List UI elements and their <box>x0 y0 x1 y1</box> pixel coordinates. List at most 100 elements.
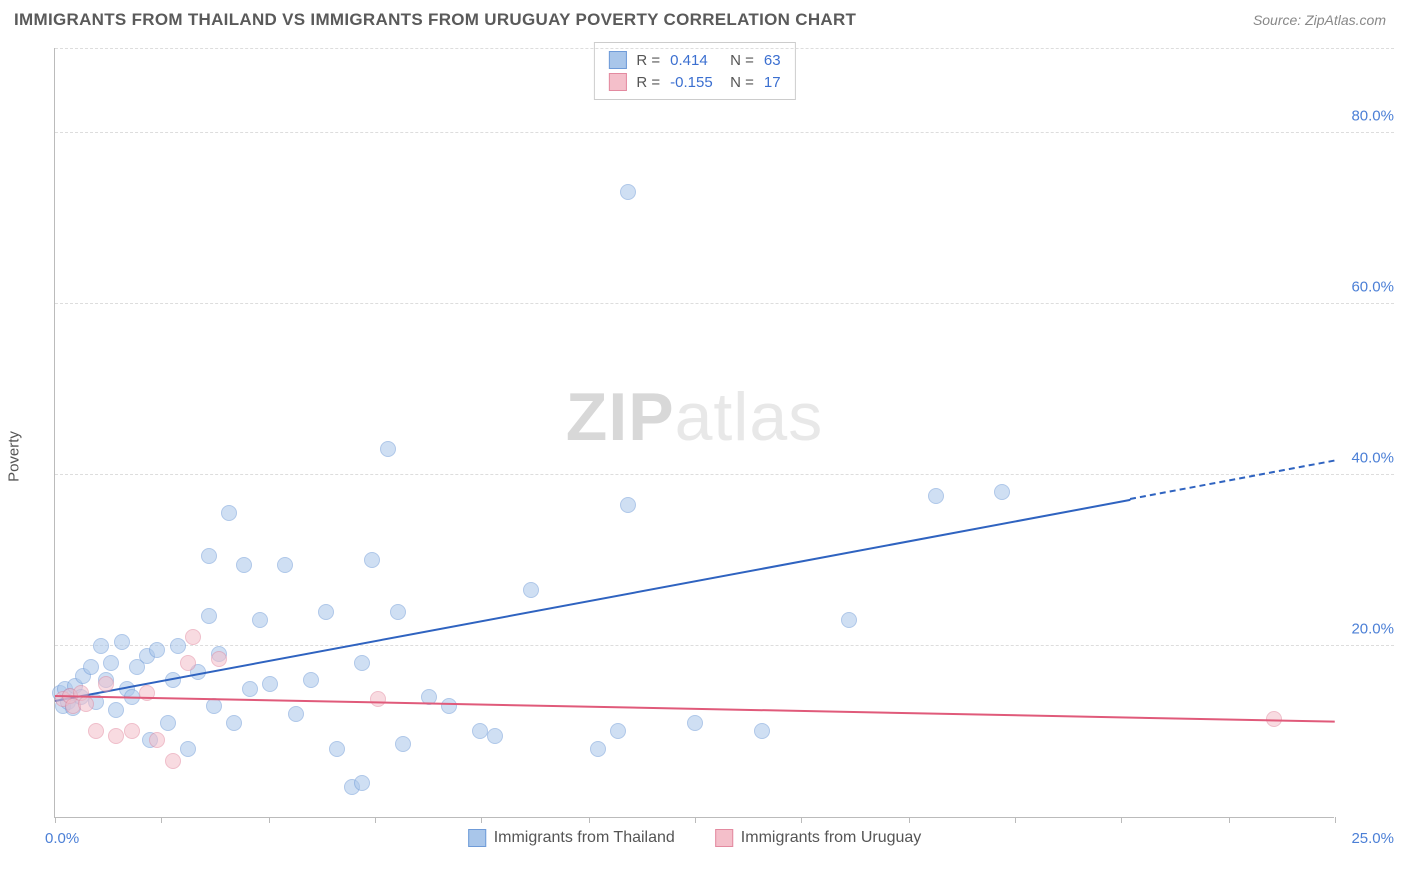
legend-swatch <box>608 73 626 91</box>
r-value: -0.155 <box>670 74 720 91</box>
data-point <box>994 484 1010 500</box>
data-point <box>380 441 396 457</box>
y-tick-label: 80.0% <box>1339 107 1394 124</box>
legend-stat-row: R = -0.155 N = 17 <box>608 71 780 93</box>
data-point <box>754 723 770 739</box>
x-tick <box>1335 817 1336 823</box>
data-point <box>288 706 304 722</box>
x-tick <box>695 817 696 823</box>
trend-line-extrapolated <box>1130 460 1335 500</box>
gridline <box>55 303 1394 304</box>
x-axis-min-label: 0.0% <box>45 830 79 847</box>
legend-swatch <box>468 829 486 847</box>
data-point <box>93 638 109 654</box>
data-point <box>98 676 114 692</box>
chart-container: Poverty ZIPatlas R =0.414N =63R =-0.155N… <box>44 38 1396 858</box>
data-point <box>354 775 370 791</box>
data-point <box>211 651 227 667</box>
watermark: ZIPatlas <box>566 378 823 456</box>
data-point <box>364 552 380 568</box>
data-point <box>165 753 181 769</box>
data-point <box>318 604 334 620</box>
data-point <box>170 638 186 654</box>
n-value: 17 <box>764 74 781 91</box>
x-axis-max-label: 25.0% <box>1351 830 1394 847</box>
data-point <box>185 629 201 645</box>
data-point <box>441 698 457 714</box>
data-point <box>114 634 130 650</box>
legend-swatch <box>608 51 626 69</box>
legend-stat-row: R = 0.414 N = 63 <box>608 49 780 71</box>
data-point <box>523 582 539 598</box>
x-tick <box>375 817 376 823</box>
data-point <box>180 655 196 671</box>
data-point <box>83 659 99 675</box>
x-tick <box>481 817 482 823</box>
r-label: R = <box>636 52 660 69</box>
data-point <box>108 702 124 718</box>
data-point <box>108 728 124 744</box>
legend-item: Immigrants from Uruguay <box>715 829 922 847</box>
data-point <box>841 612 857 628</box>
x-tick <box>589 817 590 823</box>
data-point <box>620 497 636 513</box>
data-point <box>78 696 94 712</box>
plot-area: ZIPatlas R =0.414N =63R =-0.155N =17 0.0… <box>54 48 1334 818</box>
data-point <box>201 548 217 564</box>
data-point <box>390 604 406 620</box>
gridline <box>55 474 1394 475</box>
x-tick <box>55 817 56 823</box>
data-point <box>687 715 703 731</box>
data-point <box>472 723 488 739</box>
x-tick <box>1121 817 1122 823</box>
data-point <box>201 608 217 624</box>
n-label: N = <box>730 74 754 91</box>
x-tick <box>161 817 162 823</box>
x-tick <box>801 817 802 823</box>
data-point <box>354 655 370 671</box>
x-tick <box>909 817 910 823</box>
x-tick <box>1015 817 1016 823</box>
legend-label: Immigrants from Uruguay <box>741 829 922 847</box>
data-point <box>226 715 242 731</box>
data-point <box>88 723 104 739</box>
x-tick <box>269 817 270 823</box>
y-tick-label: 60.0% <box>1339 278 1394 295</box>
data-point <box>303 672 319 688</box>
data-point <box>221 505 237 521</box>
n-value: 63 <box>764 52 781 69</box>
data-point <box>370 691 386 707</box>
source-attribution: Source: ZipAtlas.com <box>1253 12 1386 28</box>
data-point <box>252 612 268 628</box>
y-tick-label: 40.0% <box>1339 449 1394 466</box>
data-point <box>395 736 411 752</box>
gridline <box>55 645 1394 646</box>
correlation-legend: R = 0.414 N = 63 R = -0.155 N = 17 <box>593 42 795 100</box>
legend-swatch <box>715 829 733 847</box>
r-label: R = <box>636 74 660 91</box>
data-point <box>124 723 140 739</box>
chart-title: IMMIGRANTS FROM THAILAND VS IMMIGRANTS F… <box>14 10 856 30</box>
n-label: N = <box>730 52 754 69</box>
data-point <box>277 557 293 573</box>
legend-label: Immigrants from Thailand <box>494 829 675 847</box>
r-value: 0.414 <box>670 52 720 69</box>
legend-item: Immigrants from Thailand <box>468 829 675 847</box>
data-point <box>620 184 636 200</box>
data-point <box>103 655 119 671</box>
y-axis-label: Poverty <box>6 431 23 482</box>
gridline <box>55 48 1394 49</box>
data-point <box>236 557 252 573</box>
data-point <box>928 488 944 504</box>
gridline <box>55 132 1394 133</box>
data-point <box>242 681 258 697</box>
data-point <box>610 723 626 739</box>
data-point <box>180 741 196 757</box>
x-tick <box>1229 817 1230 823</box>
data-point <box>329 741 345 757</box>
series-legend: Immigrants from Thailand Immigrants from … <box>468 829 922 847</box>
trend-line <box>55 498 1131 701</box>
y-tick-label: 20.0% <box>1339 620 1394 637</box>
data-point <box>262 676 278 692</box>
data-point <box>149 732 165 748</box>
